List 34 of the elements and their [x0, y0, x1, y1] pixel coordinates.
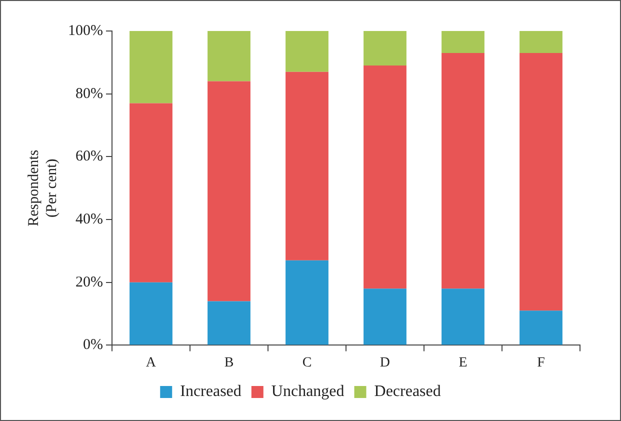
bar: [286, 31, 328, 72]
y-tick-label: 40%: [75, 211, 103, 228]
bar: [130, 103, 172, 282]
x-tick-label: F: [537, 355, 546, 370]
x-tick-label: C: [302, 355, 312, 370]
bar: [130, 282, 172, 345]
bar: [520, 310, 562, 345]
legend-label: Unchanged: [271, 383, 344, 400]
bar: [364, 66, 406, 289]
legend-label: Increased: [180, 383, 242, 400]
bar: [520, 52, 562, 311]
bar: [364, 31, 406, 66]
bar: [130, 31, 172, 104]
y-tick-label: 20%: [75, 274, 103, 290]
y-axis-title: Respondents (Per cent): [26, 150, 60, 226]
bar: [286, 72, 328, 260]
legend-label: Decreased: [374, 383, 441, 400]
bar: [442, 288, 484, 345]
bar: [286, 260, 328, 345]
y-tick-label: 0%: [82, 337, 103, 354]
bar: [442, 52, 484, 289]
bar: [208, 31, 250, 82]
x-tick-label: B: [224, 355, 234, 370]
x-tick-label: A: [146, 355, 157, 370]
y-tick-label: 60%: [75, 148, 103, 165]
x-tick-label: D: [380, 355, 390, 370]
bar: [208, 81, 250, 302]
y-tick-label: 100%: [68, 22, 103, 39]
bar: [520, 31, 562, 53]
bar: [208, 301, 250, 345]
x-tick-label: E: [458, 355, 468, 370]
bar: [364, 288, 406, 345]
y-tick-label: 80%: [75, 86, 103, 102]
bar: [442, 31, 484, 53]
